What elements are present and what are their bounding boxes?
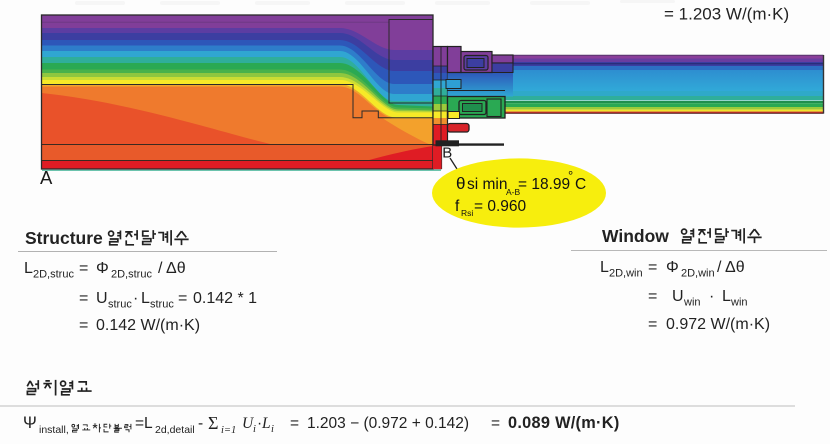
- svg-text:=L: =L: [135, 415, 153, 432]
- svg-text:=: =: [79, 260, 88, 277]
- svg-text:2D,struc: 2D,struc: [33, 269, 74, 281]
- svg-text:2D,win: 2D,win: [681, 268, 715, 280]
- svg-text:/ Δθ: / Δθ: [158, 260, 186, 277]
- svg-text:=: =: [79, 290, 88, 307]
- svg-text:=: =: [79, 317, 88, 334]
- svg-text:struc: struc: [150, 299, 174, 311]
- svg-text:win: win: [730, 297, 748, 309]
- svg-text:L: L: [141, 290, 150, 307]
- svg-text:A: A: [40, 167, 53, 188]
- svg-text:Rsi: Rsi: [461, 208, 473, 218]
- svg-text:0.142 * 1: 0.142 * 1: [193, 290, 257, 307]
- svg-text:=: =: [290, 415, 299, 432]
- svg-text:θ: θ: [456, 174, 465, 193]
- svg-text:install,: install,: [39, 424, 69, 436]
- svg-text:2D,struc: 2D,struc: [111, 269, 152, 281]
- svg-text:-: -: [198, 415, 203, 432]
- svg-text:2D,win: 2D,win: [609, 268, 643, 280]
- svg-text:U: U: [242, 415, 255, 432]
- svg-text:1.203 − (0.972 + 0.142): 1.203 − (0.972 + 0.142): [307, 415, 469, 432]
- svg-text:0.972 W/(m·K): 0.972 W/(m·K): [666, 316, 770, 333]
- svg-text:·: ·: [257, 415, 262, 432]
- svg-text:i=1: i=1: [221, 425, 236, 436]
- svg-text:=: =: [648, 316, 657, 333]
- svg-text:si min: si min: [467, 176, 507, 193]
- svg-text:L: L: [722, 288, 731, 305]
- svg-text:=: =: [491, 415, 500, 432]
- svg-text:i: i: [253, 424, 256, 435]
- svg-text:0.142 W/(m·K): 0.142 W/(m·K): [96, 317, 200, 334]
- svg-text:B: B: [442, 145, 452, 162]
- svg-text:·: ·: [709, 288, 714, 305]
- svg-text:/ Δθ: / Δθ: [717, 259, 745, 276]
- svg-text:Σ: Σ: [208, 413, 218, 433]
- svg-text:2d,detail: 2d,detail: [155, 424, 195, 436]
- svg-text:=: =: [648, 259, 657, 276]
- svg-text:struc: struc: [108, 299, 132, 311]
- svg-text:= 18.99: = 18.99: [518, 176, 570, 193]
- svg-text:L: L: [24, 260, 33, 277]
- svg-text:win: win: [683, 297, 701, 309]
- svg-text:Ψ: Ψ: [23, 414, 37, 432]
- svg-text:U: U: [96, 290, 108, 307]
- svg-text:Φ: Φ: [96, 260, 109, 277]
- svg-text:Structure: Structure: [25, 228, 103, 248]
- svg-text:=: =: [648, 288, 657, 305]
- svg-text:A-B: A-B: [506, 187, 521, 197]
- svg-text:=: =: [178, 290, 187, 307]
- svg-text:°: °: [568, 168, 573, 183]
- svg-text:U: U: [672, 288, 684, 305]
- svg-text:C: C: [575, 176, 586, 193]
- svg-text:Window: Window: [602, 226, 669, 246]
- svg-text:i: i: [271, 424, 274, 435]
- svg-text:L: L: [600, 259, 609, 276]
- svg-text:0.089 W/(m·K): 0.089 W/(m·K): [508, 414, 620, 432]
- svg-text:Φ: Φ: [666, 259, 679, 276]
- svg-text:= 0.960: = 0.960: [474, 198, 527, 215]
- svg-text:f: f: [455, 198, 460, 215]
- svg-text:= 1.203 W/(m·K): = 1.203 W/(m·K): [664, 5, 789, 24]
- svg-text:L: L: [261, 415, 271, 432]
- svg-text:·: ·: [133, 290, 138, 307]
